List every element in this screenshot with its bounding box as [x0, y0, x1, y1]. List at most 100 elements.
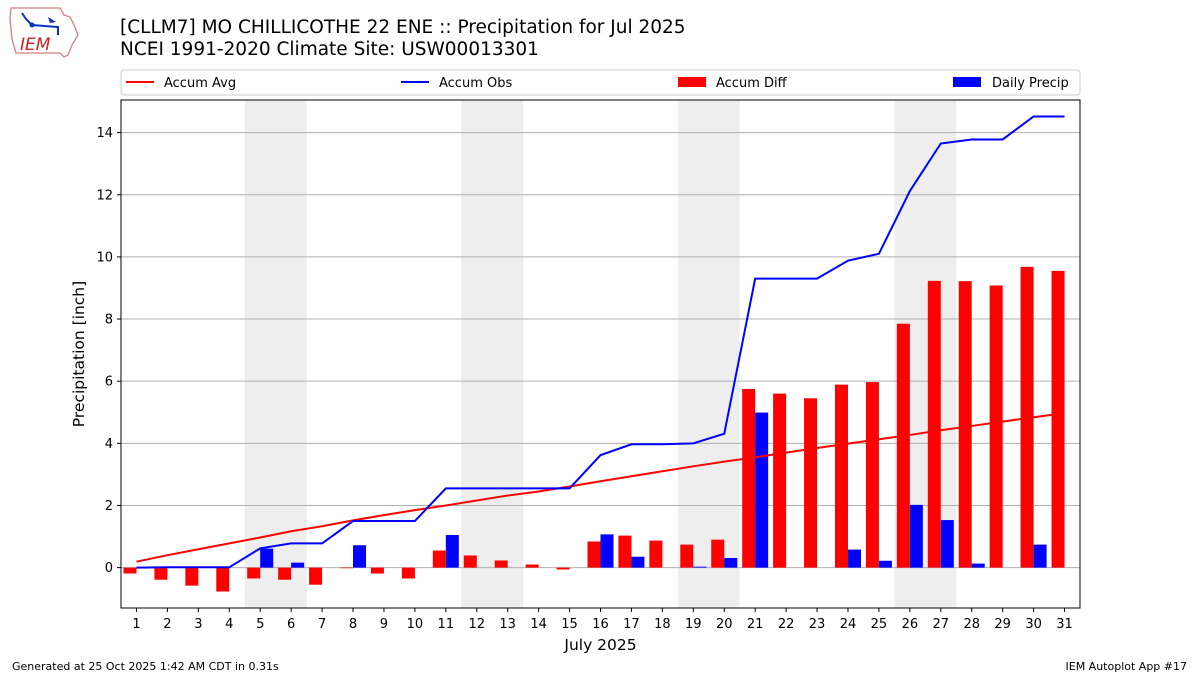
y-tick-label: 4 — [105, 437, 113, 452]
daily-precip-bar — [971, 563, 985, 568]
accum-diff-bar — [154, 567, 168, 580]
accum-diff-bar — [680, 544, 694, 568]
daily-precip-bar — [940, 520, 954, 568]
x-tick-label: 8 — [349, 617, 357, 632]
accum-diff-bar — [247, 567, 261, 579]
x-tick-label: 17 — [623, 617, 640, 632]
daily-precip-bar — [631, 556, 645, 568]
y-tick-label: 2 — [105, 499, 113, 514]
x-tick-label: 4 — [225, 617, 233, 632]
accum-diff-bar — [216, 567, 230, 592]
x-tick-label: 21 — [747, 617, 764, 632]
x-tick-label: 30 — [1025, 617, 1042, 632]
accum-diff-bar — [309, 567, 323, 585]
x-tick-label: 14 — [530, 617, 547, 632]
accum-diff-bar — [618, 535, 632, 568]
x-tick-label: 2 — [163, 617, 171, 632]
accum-diff-bar — [711, 539, 725, 568]
y-tick-label: 12 — [96, 188, 113, 203]
y-tick-label: 10 — [96, 250, 113, 265]
legend-swatch — [953, 77, 981, 87]
accum-diff-bar — [927, 280, 941, 568]
accum-diff-bar — [123, 567, 137, 574]
accum-obs-line — [136, 115, 1065, 569]
x-tick-label: 12 — [468, 617, 485, 632]
y-tick-label: 14 — [96, 126, 113, 141]
accum-diff-bar — [742, 388, 756, 568]
daily-precip-bar — [1033, 544, 1047, 568]
daily-precip-bar — [291, 562, 305, 568]
x-tick-label: 25 — [871, 617, 888, 632]
daily-precip-bar — [878, 560, 892, 568]
legend — [120, 69, 1081, 96]
accum-diff-bar — [865, 382, 879, 568]
accum-avg-line — [136, 412, 1065, 563]
accum-diff-bar — [556, 567, 570, 570]
accum-diff-bar — [896, 323, 910, 568]
chart-subtitle: NCEI 1991-2020 Climate Site: USW00013301 — [120, 39, 539, 60]
daily-precip-bar — [755, 412, 769, 568]
x-tick-label: 19 — [685, 617, 702, 632]
x-tick-label: 22 — [778, 617, 795, 632]
accum-diff-bar — [989, 285, 1003, 568]
x-tick-label: 10 — [407, 617, 424, 632]
x-tick-label: 9 — [380, 617, 388, 632]
accum-diff-bar — [1051, 270, 1065, 568]
legend-label: Accum Diff — [716, 76, 788, 91]
x-tick-label: 3 — [194, 617, 202, 632]
accum-diff-bar — [958, 281, 972, 568]
accum-diff-bar — [525, 564, 539, 568]
x-tick-label: 26 — [902, 617, 919, 632]
y-tick-label: 6 — [105, 375, 113, 390]
accum-diff-bar — [494, 560, 508, 568]
accum-diff-bar — [773, 393, 787, 568]
x-tick-label: 20 — [716, 617, 733, 632]
y-axis-label: Precipitation [inch] — [70, 281, 88, 427]
x-tick-label: 27 — [933, 617, 950, 632]
iem-logo: IEM — [9, 7, 79, 58]
y-tick-label: 0 — [105, 561, 113, 576]
daily-precip-bar — [445, 534, 459, 568]
x-tick-label: 7 — [318, 617, 326, 632]
daily-precip-bar — [693, 566, 707, 568]
accum-diff-bar — [804, 398, 818, 568]
accum-diff-bar — [463, 555, 477, 568]
x-tick-label: 29 — [994, 617, 1011, 632]
app-label: IEM Autoplot App #17 — [1065, 660, 1188, 673]
accum-diff-bar — [649, 540, 663, 568]
x-tick-label: 15 — [561, 617, 578, 632]
x-tick-label: 5 — [256, 617, 264, 632]
daily-precip-bar — [260, 548, 274, 568]
x-tick-label: 6 — [287, 617, 295, 632]
x-tick-label: 1 — [132, 617, 140, 632]
x-tick-label: 16 — [592, 617, 609, 632]
accum-diff-bar — [834, 384, 848, 568]
daily-precip-bar — [353, 545, 367, 568]
x-tick-label: 31 — [1056, 617, 1073, 632]
x-axis-label: July 2025 — [563, 636, 636, 654]
accum-diff-bar — [278, 567, 292, 580]
daily-precip-bar — [600, 534, 614, 568]
x-tick-label: 11 — [438, 617, 455, 632]
daily-precip-bar — [724, 557, 738, 568]
logo-text: IEM — [20, 35, 51, 55]
legend-swatch — [678, 77, 706, 87]
accum-diff-bar — [401, 567, 415, 579]
chart-title: [CLLM7] MO CHILLICOTHE 22 ENE :: Precipi… — [120, 17, 686, 38]
legend-label: Daily Precip — [992, 76, 1069, 91]
x-tick-label: 23 — [809, 617, 826, 632]
weekend-shade — [244, 100, 307, 608]
x-tick-label: 28 — [963, 617, 980, 632]
accum-diff-bar — [587, 541, 601, 568]
accum-diff-bar — [340, 567, 354, 569]
legend-label: Accum Avg — [164, 76, 236, 91]
accum-diff-bar — [432, 550, 446, 568]
x-tick-label: 24 — [840, 617, 857, 632]
x-tick-label: 13 — [499, 617, 516, 632]
weekend-shade — [461, 100, 524, 608]
accum-diff-bar — [185, 567, 199, 586]
legend-label: Accum Obs — [439, 76, 512, 91]
daily-precip-bar — [847, 549, 861, 568]
